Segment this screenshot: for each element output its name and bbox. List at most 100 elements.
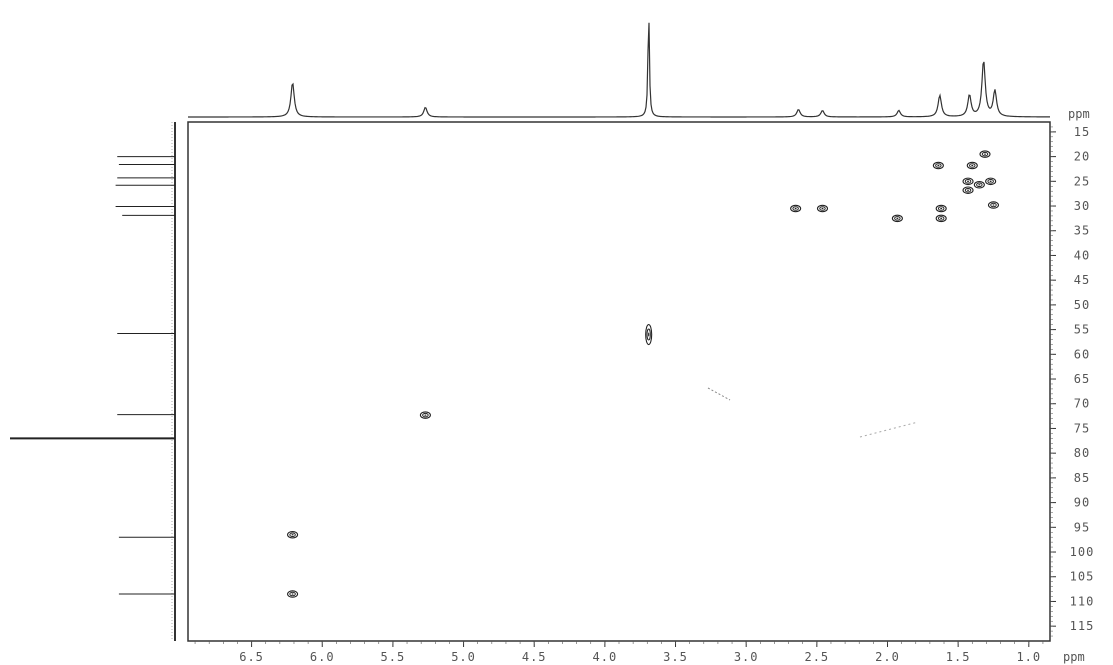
contour-ring [646, 328, 651, 341]
y-tick-label: 40 [1074, 248, 1090, 262]
correlation-peak [816, 204, 829, 213]
y-tick-label: 65 [1074, 372, 1090, 386]
contour-ring [287, 590, 299, 598]
contour-ring [987, 179, 994, 184]
contour-core [967, 180, 970, 182]
correlation-peaks [287, 150, 1000, 598]
correlation-peak [891, 214, 903, 223]
contour-ring [969, 163, 976, 168]
y-tick-label: 45 [1074, 273, 1090, 287]
contour-ring [987, 201, 1000, 209]
contour-ring [937, 216, 945, 221]
contour-ring [790, 204, 802, 213]
plot-frame [187, 121, 1051, 642]
y-axis-unit-label: ppm [1068, 107, 1090, 121]
y-tick-label: 25 [1074, 174, 1090, 188]
contour-core [971, 164, 974, 167]
y-tick-label: 115 [1070, 619, 1095, 633]
proton-projection [188, 22, 1050, 118]
contour-ring [422, 412, 429, 418]
contour-ring [289, 591, 296, 597]
correlation-peak [979, 150, 991, 158]
contour-ring [792, 206, 799, 211]
correlation-peak [419, 411, 431, 419]
x-tick-label: 2.0 [875, 650, 900, 664]
y-tick-label: 95 [1074, 520, 1090, 534]
x-axis: 6.5 6.0 5.5 5.0 4.5 4.0 3.5 3.0 2.5 2.0 1.5 1.0 [194, 641, 1044, 664]
contour-ring [937, 206, 945, 211]
y-tick-label: 50 [1074, 298, 1090, 312]
x-tick-label: 5.0 [451, 650, 476, 664]
contour-ring [289, 532, 296, 537]
x-tick-label: 5.5 [381, 650, 406, 664]
y-tick-label: 110 [1070, 594, 1095, 608]
carbon-projection [10, 122, 176, 641]
y-tick-label: 30 [1074, 199, 1090, 213]
x-tick-label: 6.5 [239, 650, 264, 664]
contour-ring [976, 182, 983, 188]
contour-core [291, 534, 294, 536]
correlation-peak [973, 181, 985, 189]
y-tick-label: 90 [1074, 496, 1090, 510]
x-tick-label: 4.0 [593, 650, 618, 664]
artifact-streak [859, 421, 919, 438]
contour-ring [964, 187, 972, 193]
contour-ring [891, 214, 903, 223]
contour-ring [645, 323, 653, 346]
x-tick-label: 3.0 [734, 650, 759, 664]
y-tick-label: 20 [1074, 150, 1090, 164]
contour-ring [935, 214, 947, 223]
contour-core [940, 207, 943, 210]
contour-ring [962, 177, 974, 186]
contour-core [989, 180, 992, 182]
contour-core [896, 217, 899, 220]
x-tick-label: 2.5 [804, 650, 829, 664]
y-tick-label: 70 [1074, 397, 1090, 411]
contour-core [821, 207, 824, 210]
contour-core [424, 414, 427, 416]
contour-core [937, 164, 940, 167]
y-tick-label: 85 [1074, 471, 1090, 485]
correlation-peak [287, 590, 299, 598]
contour-core [291, 593, 294, 595]
contour-ring [419, 411, 431, 419]
contour-ring [985, 177, 997, 186]
contour-ring [287, 530, 299, 539]
x-tick-label: 1.0 [1016, 650, 1041, 664]
x-tick-label: 4.5 [522, 650, 547, 664]
contour-ring [894, 216, 901, 221]
correlation-peak [932, 161, 944, 170]
proton-projection-trace [188, 22, 1050, 118]
correlation-peak [987, 201, 1000, 209]
correlation-peak [287, 530, 299, 539]
contour-ring [979, 150, 991, 158]
contour-ring [973, 181, 985, 189]
contour-core [967, 189, 970, 191]
contour-ring [816, 204, 829, 213]
correlation-peak [935, 214, 947, 223]
contour-core [648, 332, 650, 337]
y-tick-label: 55 [1074, 323, 1090, 337]
contour-core [794, 207, 797, 210]
x-tick-label: 1.5 [946, 650, 971, 664]
contour-ring [819, 206, 826, 211]
correlation-peak [790, 204, 802, 213]
contour-ring [935, 163, 942, 168]
y-tick-label: 105 [1070, 570, 1095, 584]
y-tick-label: 75 [1074, 421, 1090, 435]
contour-ring [981, 151, 989, 157]
contour-ring [935, 204, 947, 213]
correlation-peak [966, 161, 978, 170]
contour-ring [964, 179, 972, 184]
y-tick-label: 80 [1074, 446, 1090, 460]
y-tick-label: 35 [1074, 224, 1090, 238]
correlation-peak [962, 186, 974, 194]
y-axis: 15 20 25 30 35 40 45 50 55 60 65 70 75 80 85 90 95 100 105… [1050, 125, 1095, 637]
contour-ring [966, 161, 978, 170]
x-tick-label: 6.0 [310, 650, 335, 664]
correlation-peak [935, 204, 947, 213]
contour-core [992, 204, 995, 206]
contour-core [940, 217, 943, 220]
contour-ring [990, 202, 997, 208]
